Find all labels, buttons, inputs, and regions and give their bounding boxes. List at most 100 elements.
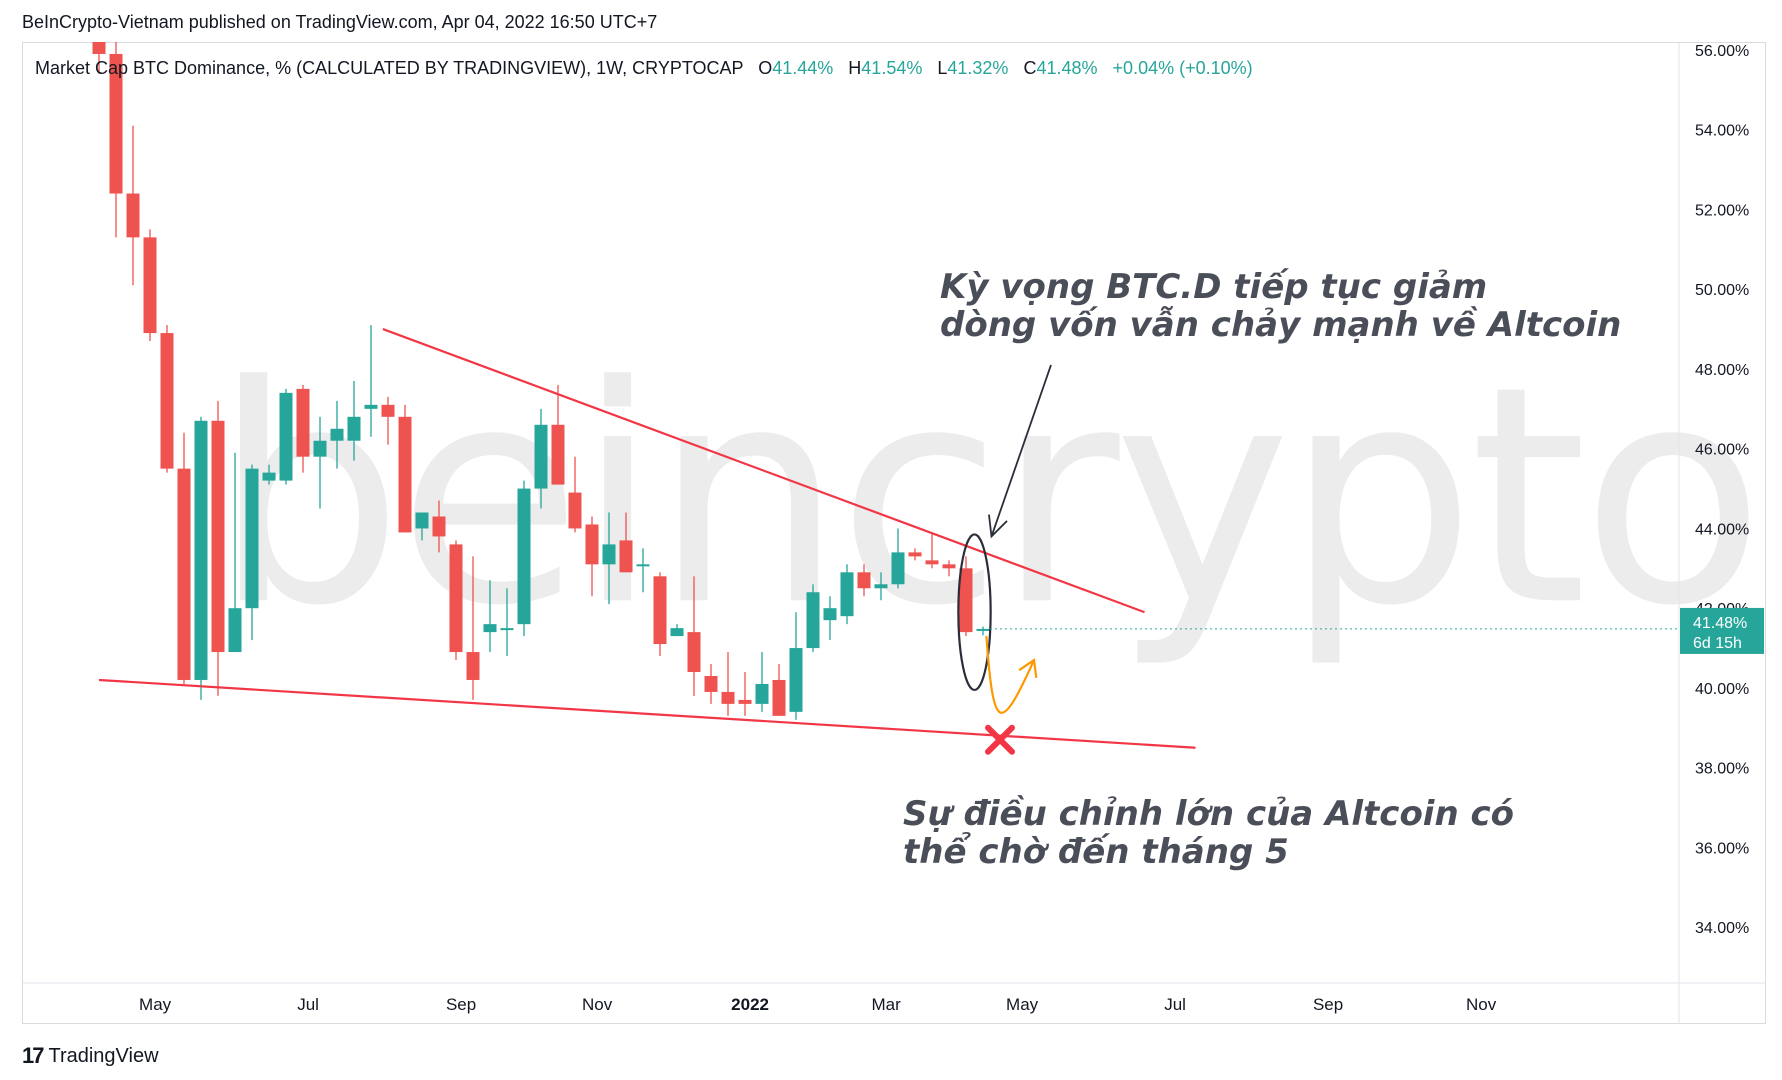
highlight-ellipse[interactable] xyxy=(957,533,992,692)
price-tag-countdown: 6d 15h xyxy=(1693,635,1742,652)
candle-body[interactable] xyxy=(568,492,582,529)
price-axis-tick: 50.00% xyxy=(1695,282,1749,299)
candle-body[interactable] xyxy=(126,193,140,238)
candle-body[interactable] xyxy=(500,628,514,631)
axis-labels-layer: 56.00% 54.00% 52.00% 50.00% 48.00% 46.00% 44.0… xyxy=(139,43,1764,1014)
pencil-arrow-shaft[interactable] xyxy=(990,364,1052,537)
candle-body[interactable] xyxy=(381,404,395,417)
candle-body[interactable] xyxy=(755,683,769,704)
candle-body[interactable] xyxy=(364,404,378,409)
legend-open-label: O xyxy=(758,58,773,78)
candle-body[interactable] xyxy=(330,428,344,441)
candle-body[interactable] xyxy=(245,468,259,609)
candle-body[interactable] xyxy=(415,512,429,529)
orange-arrow-head xyxy=(1018,658,1038,679)
candle-body[interactable] xyxy=(466,652,480,680)
candle-body[interactable] xyxy=(551,424,565,485)
legend-low-value: 41.32% xyxy=(947,58,1009,78)
candle-body[interactable] xyxy=(143,237,157,334)
time-axis-tick: Jul xyxy=(297,995,319,1014)
time-axis-tick: Sep xyxy=(1313,995,1343,1014)
candle-body[interactable] xyxy=(177,468,191,680)
candle-body[interactable] xyxy=(942,564,956,569)
legend-close-value: 41.48% xyxy=(1036,58,1098,78)
candle-body[interactable] xyxy=(398,416,412,533)
price-tag[interactable] xyxy=(1680,607,1764,654)
lower-trendline[interactable] xyxy=(98,678,1196,749)
price-axis-tick: 38.00% xyxy=(1695,761,1749,778)
candle-body[interactable] xyxy=(517,488,531,625)
candle-body[interactable] xyxy=(347,416,361,441)
time-axis-tick: May xyxy=(139,995,172,1014)
candle-body[interactable] xyxy=(432,516,446,537)
candle-body[interactable] xyxy=(483,624,497,633)
candle-body[interactable] xyxy=(160,333,174,469)
annotation-bottom-line-2: thể chờ đến tháng 5 xyxy=(903,832,1289,872)
candle-body[interactable] xyxy=(279,392,293,481)
time-axis-tick: Mar xyxy=(871,995,901,1014)
candle-body[interactable] xyxy=(840,572,854,617)
candle-body[interactable] xyxy=(228,608,242,653)
footer-brand: TradingView xyxy=(48,1044,159,1067)
candle-body[interactable] xyxy=(721,691,735,704)
drawings-layer xyxy=(98,328,1196,755)
upper-trendline[interactable] xyxy=(382,328,1145,614)
candle-body[interactable] xyxy=(806,592,820,649)
price-axis-tick: 46.00% xyxy=(1695,442,1749,459)
candle-body[interactable] xyxy=(449,544,463,653)
watermark-text: beincrypto xyxy=(213,322,1759,671)
candle-body[interactable] xyxy=(585,524,599,565)
annotation-bottom-line-1: Sự điều chỉnh lớn của Altcoin có xyxy=(903,794,1515,834)
candle-body[interactable] xyxy=(789,648,803,712)
orange-path-arrow[interactable] xyxy=(985,636,1036,714)
annotation-bottom: Sự điều chỉnh lớn của Altcoin có thể chờ… xyxy=(903,795,1514,871)
candle-body[interactable] xyxy=(619,540,633,573)
candle-body[interactable] xyxy=(262,472,276,481)
legend-open-value: 41.44% xyxy=(772,58,834,78)
legend-symbol: Market Cap BTC Dominance, % (CALCULATED … xyxy=(35,58,744,78)
candle-body[interactable] xyxy=(636,564,650,567)
price-tag-value: 41.48% xyxy=(1693,615,1747,632)
annotation-top-line-1: Kỳ vọng BTC.D tiếp tục giảm xyxy=(940,267,1488,307)
price-axis-tick: 40.00% xyxy=(1695,681,1749,698)
time-axis-tick: 2022 xyxy=(731,995,769,1014)
candle-body[interactable] xyxy=(296,388,310,457)
candle-body[interactable] xyxy=(823,608,837,621)
candle-body[interactable] xyxy=(194,420,208,680)
candle-body[interactable] xyxy=(687,632,701,672)
candle-body[interactable] xyxy=(670,628,684,637)
candle-body[interactable] xyxy=(313,440,327,457)
candle-body[interactable] xyxy=(704,675,718,692)
publish-info: BeInCrypto-Vietnam published on TradingV… xyxy=(22,12,658,32)
legend-high-label: H xyxy=(848,58,862,78)
candle-body[interactable] xyxy=(772,679,786,716)
legend-close-label: C xyxy=(1023,58,1037,78)
chart-legend: Market Cap BTC Dominance, % (CALCULATED … xyxy=(35,58,1253,79)
candle-body[interactable] xyxy=(908,552,922,557)
candle-body[interactable] xyxy=(92,42,106,54)
time-axis-tick: Nov xyxy=(1466,995,1497,1014)
candle-body[interactable] xyxy=(891,552,905,585)
candle-body[interactable] xyxy=(874,584,888,589)
x-marker-stroke xyxy=(985,724,1015,755)
candle-body[interactable] xyxy=(738,699,752,704)
candle-body[interactable] xyxy=(602,544,616,565)
candle-body[interactable] xyxy=(534,424,548,489)
price-axis-tick: 54.00% xyxy=(1695,123,1749,140)
tradingview-logo-icon: 17 xyxy=(22,1043,45,1068)
candle-body[interactable] xyxy=(109,53,123,194)
candle-body[interactable] xyxy=(211,420,225,653)
pencil-arrow-head xyxy=(988,514,1008,539)
candle-body[interactable] xyxy=(959,568,973,633)
chart-canvas[interactable]: beincrypto 56.00% 54.00% 52.00% 50.00% 48.00… xyxy=(22,42,1766,1024)
candle-body[interactable] xyxy=(653,576,667,645)
candle-body[interactable] xyxy=(976,628,990,631)
price-axis-tick: 48.00% xyxy=(1695,362,1749,379)
candle-body[interactable] xyxy=(925,560,939,565)
annotation-top-line-2: dòng vốn vẫn chảy mạnh về Altcoin xyxy=(940,305,1622,345)
time-axis-tick: Jul xyxy=(1164,995,1186,1014)
candle-body[interactable] xyxy=(857,572,871,589)
chart-frame xyxy=(22,42,1766,1024)
footer: 17 TradingView xyxy=(22,1043,159,1069)
candles-layer xyxy=(92,42,990,720)
